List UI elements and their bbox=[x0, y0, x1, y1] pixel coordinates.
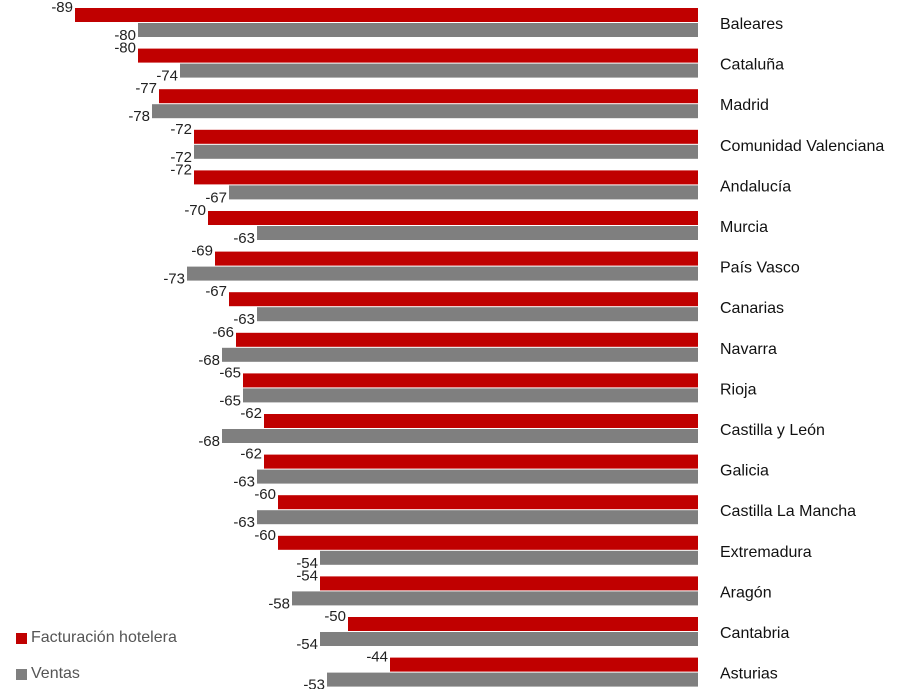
bar-facturacion-andalucia bbox=[194, 170, 698, 185]
data-label-ventas-comunidad-valenciana: -72 bbox=[170, 149, 192, 166]
category-label-rioja: Rioja bbox=[720, 381, 757, 398]
legend-item-facturacion: Facturación hotelera bbox=[16, 628, 177, 648]
data-label-ventas-madrid: -78 bbox=[128, 108, 150, 125]
data-label-ventas-baleares: -80 bbox=[114, 27, 136, 44]
data-label-facturacion-asturias: -44 bbox=[366, 649, 388, 666]
data-label-facturacion-pais-vasco: -69 bbox=[191, 243, 213, 260]
bar-facturacion-madrid bbox=[159, 89, 698, 104]
bar-ventas-andalucia bbox=[229, 185, 698, 200]
bar-ventas-baleares bbox=[138, 23, 698, 37]
category-label-castilla-la-mancha: Castilla La Mancha bbox=[720, 503, 856, 520]
data-label-ventas-aragon: -58 bbox=[268, 595, 290, 612]
legend: Facturación hotelera Ventas bbox=[16, 628, 177, 700]
bar-facturacion-castilla-y-leon bbox=[264, 414, 698, 428]
data-label-ventas-cataluna: -74 bbox=[156, 68, 178, 85]
data-label-facturacion-aragon: -54 bbox=[296, 567, 318, 584]
category-label-baleares: Baleares bbox=[720, 16, 783, 33]
bar-ventas-galicia bbox=[257, 469, 698, 484]
data-label-ventas-murcia: -63 bbox=[233, 230, 255, 247]
category-label-aragon: Aragón bbox=[720, 584, 772, 601]
bar-ventas-aragon bbox=[292, 591, 698, 606]
data-label-ventas-canarias: -63 bbox=[233, 311, 255, 328]
data-label-facturacion-baleares: -89 bbox=[51, 0, 73, 16]
data-label-ventas-asturias: -53 bbox=[303, 677, 325, 689]
category-label-comunidad-valenciana: Comunidad Valenciana bbox=[720, 138, 884, 155]
category-label-madrid: Madrid bbox=[720, 97, 769, 114]
bar-facturacion-comunidad-valenciana bbox=[194, 129, 698, 144]
bar-ventas-pais-vasco bbox=[187, 266, 698, 281]
data-label-ventas-galicia: -63 bbox=[233, 474, 255, 491]
data-label-facturacion-castilla-y-leon: -62 bbox=[240, 405, 262, 422]
data-label-facturacion-castilla-la-mancha: -60 bbox=[254, 486, 276, 503]
data-label-ventas-castilla-la-mancha: -63 bbox=[233, 514, 255, 531]
data-label-facturacion-murcia: -70 bbox=[184, 202, 206, 219]
data-label-facturacion-andalucia: -72 bbox=[170, 161, 192, 178]
legend-item-ventas: Ventas bbox=[16, 664, 177, 684]
bar-facturacion-canarias bbox=[229, 292, 698, 307]
data-label-facturacion-galicia: -62 bbox=[240, 446, 262, 463]
bar-facturacion-navarra bbox=[236, 332, 698, 347]
data-label-ventas-navarra: -68 bbox=[198, 352, 220, 369]
bar-ventas-comunidad-valenciana bbox=[194, 144, 698, 159]
category-label-cantabria: Cantabria bbox=[720, 625, 789, 642]
category-label-asturias: Asturias bbox=[720, 666, 778, 683]
category-label-cataluna: Cataluña bbox=[720, 57, 784, 74]
bar-ventas-extremadura bbox=[320, 550, 698, 565]
bar-ventas-navarra bbox=[222, 347, 698, 362]
bar-ventas-canarias bbox=[257, 307, 698, 322]
bar-facturacion-cantabria bbox=[348, 617, 698, 631]
legend-label-ventas: Ventas bbox=[31, 665, 80, 682]
bar-facturacion-murcia bbox=[208, 211, 698, 225]
bar-facturacion-rioja bbox=[243, 373, 698, 388]
bar-facturacion-pais-vasco bbox=[215, 251, 698, 266]
data-label-facturacion-rioja: -65 bbox=[219, 364, 241, 381]
data-label-ventas-pais-vasco: -73 bbox=[163, 271, 185, 288]
bar-ventas-rioja bbox=[243, 388, 698, 403]
data-label-facturacion-cantabria: -50 bbox=[324, 608, 346, 625]
bar-facturacion-asturias bbox=[390, 657, 698, 672]
bar-facturacion-cataluna bbox=[138, 48, 698, 63]
bar-facturacion-baleares bbox=[75, 8, 698, 22]
bar-ventas-castilla-la-mancha bbox=[257, 510, 698, 525]
data-label-facturacion-navarra: -66 bbox=[212, 324, 234, 341]
category-label-navarra: Navarra bbox=[720, 341, 777, 358]
data-label-facturacion-canarias: -67 bbox=[205, 283, 227, 300]
bar-ventas-madrid bbox=[152, 104, 698, 119]
category-label-extremadura: Extremadura bbox=[720, 544, 812, 561]
data-label-ventas-rioja: -65 bbox=[219, 392, 241, 409]
bar-ventas-murcia bbox=[257, 226, 698, 240]
category-label-andalucia: Andalucía bbox=[720, 178, 791, 195]
category-label-galicia: Galicia bbox=[720, 463, 769, 480]
bar-ventas-asturias bbox=[327, 672, 698, 687]
category-label-canarias: Canarias bbox=[720, 300, 784, 317]
category-label-pais-vasco: País Vasco bbox=[720, 260, 800, 277]
data-label-ventas-cantabria: -54 bbox=[296, 636, 318, 653]
legend-swatch-ventas bbox=[16, 668, 27, 680]
data-label-facturacion-extremadura: -60 bbox=[254, 527, 276, 544]
data-label-ventas-andalucia: -67 bbox=[205, 189, 227, 206]
legend-swatch-facturacion bbox=[16, 632, 27, 644]
data-label-facturacion-cataluna: -80 bbox=[114, 40, 136, 57]
legend-label-facturacion: Facturación hotelera bbox=[31, 629, 177, 646]
data-label-facturacion-comunidad-valenciana: -72 bbox=[170, 121, 192, 138]
category-label-murcia: Murcia bbox=[720, 219, 768, 236]
bar-facturacion-galicia bbox=[264, 454, 698, 469]
bar-ventas-castilla-y-leon bbox=[222, 429, 698, 443]
data-label-ventas-castilla-y-leon: -68 bbox=[198, 433, 220, 450]
category-label-castilla-y-leon: Castilla y León bbox=[720, 422, 825, 439]
bar-ventas-cataluna bbox=[180, 63, 698, 78]
data-label-facturacion-madrid: -77 bbox=[135, 80, 157, 97]
bar-facturacion-extremadura bbox=[278, 535, 698, 550]
bar-facturacion-castilla-la-mancha bbox=[278, 495, 698, 510]
data-label-ventas-extremadura: -54 bbox=[296, 555, 318, 572]
bar-facturacion-aragon bbox=[320, 576, 698, 591]
bar-ventas-cantabria bbox=[320, 632, 698, 646]
